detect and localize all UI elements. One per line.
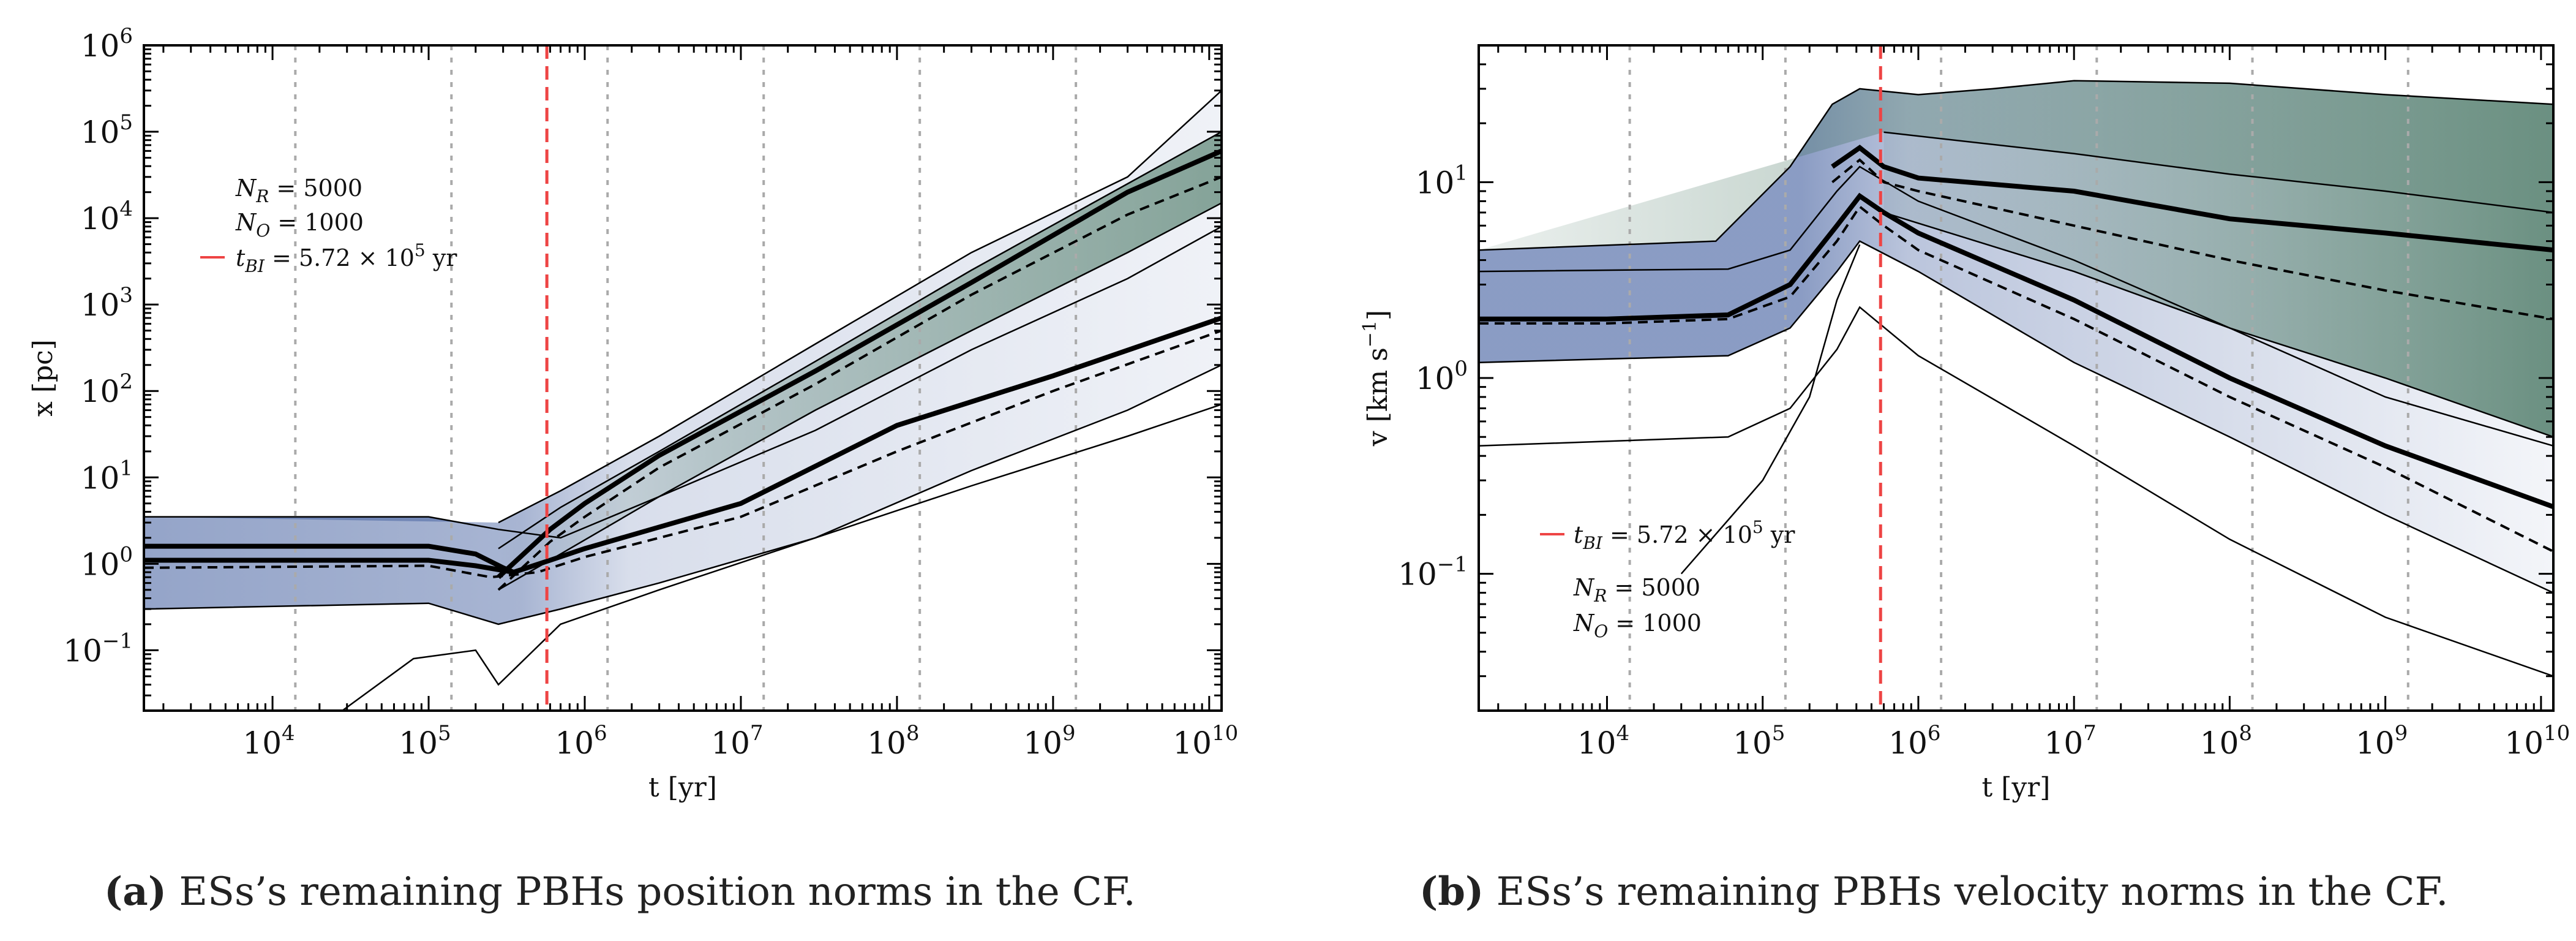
panel-a-y-tick-label-4: 103 xyxy=(81,283,133,323)
panel-a-series-lower-envelope xyxy=(342,403,1222,711)
panel-b-series-blue-median xyxy=(1479,192,2553,509)
panel-b-x-tick-label-6: 1010 xyxy=(2504,721,2570,761)
panel-a-series-green-dashed xyxy=(497,175,1222,591)
panel-a-legend-nr: NR = 5000 xyxy=(235,175,362,206)
panel-a-y-axis: 10−1 100 101 102 103 104 105 106 xyxy=(63,24,1222,712)
panel-a-plot-area xyxy=(144,45,1222,711)
panel-b-x-axis: 104 105 106 107 108 109 1010 xyxy=(1497,45,2570,761)
panel-a-series-blue-upper xyxy=(144,543,515,575)
panel-b-x-tick-label-0: 104 xyxy=(1577,721,1629,761)
panel-b-velocity-norms: 104 105 106 107 108 109 1010 10−1 100 101 t [yr] v … xyxy=(1359,44,2570,803)
panel-a-y-tick-label-5: 104 xyxy=(81,197,133,236)
panel-b-x-tick-label-3: 107 xyxy=(2045,721,2097,761)
panel-a-position-norms: 104 105 106 107 108 109 101010−110010110210310… xyxy=(28,24,1238,803)
panel-a-y-tick-label-3: 102 xyxy=(81,369,133,409)
panel-b-x-tick-label-1: 105 xyxy=(1733,721,1785,761)
panel-b-series-green-q25 xyxy=(1883,211,2553,438)
panel-a-x-tick-label-3: 107 xyxy=(711,721,763,761)
panel-a-x-tick-label-2: 106 xyxy=(555,721,607,761)
panel-a-x-tick-label-1: 105 xyxy=(399,721,451,761)
panel-b-x-axis-label: t [yr] xyxy=(1982,772,2051,803)
panel-b-y-tick-label-0: 10−1 xyxy=(1398,553,1468,592)
panel-b-green-density-band-outer xyxy=(1479,80,2553,251)
panel-b-series-upper-envelope xyxy=(1479,80,2553,251)
panel-b-series-green-q75 xyxy=(1883,131,2553,214)
panel-a-series-green-median xyxy=(497,148,1222,580)
caption-b: (b) ESs’s remaining PBHs velocity norms … xyxy=(1419,869,2448,915)
panel-b-x-tick-label-4: 108 xyxy=(2200,721,2252,761)
panel-b-y-tick-label-2: 101 xyxy=(1416,161,1468,200)
panel-b-green-density-band xyxy=(1883,132,2553,437)
panel-b-legend-tbi: tBI = 5.72 × 105 yr xyxy=(1574,517,1795,553)
panel-a-axes-frame xyxy=(143,44,1223,712)
panel-a-blue-density-band xyxy=(144,226,1222,624)
panel-a-series-green-q75 xyxy=(498,131,1222,550)
panel-a-series-blue-q25 xyxy=(144,364,1222,625)
panel-a-x-tick-label-4: 108 xyxy=(867,721,919,761)
panel-a-green-density-band xyxy=(498,132,1222,590)
panel-a-x-tick-label-0: 104 xyxy=(242,721,295,761)
panel-a-legend-no: NO = 1000 xyxy=(235,209,364,241)
caption-a: (a) ESs’s remaining PBHs position norms … xyxy=(104,869,1136,915)
panel-b-series-lower-envelope xyxy=(1479,306,2553,677)
panel-b-series-rising-tail xyxy=(1680,244,1861,575)
panel-a-y-tick-label-1: 100 xyxy=(81,542,133,582)
panel-a-x-axis-label: t [yr] xyxy=(648,772,717,803)
panel-a-series-green-q25 xyxy=(498,202,1222,591)
panel-a-legend-tbi: tBI = 5.72 × 105 yr xyxy=(236,240,457,276)
panel-b-legend-no: NO = 1000 xyxy=(1573,610,1702,641)
panel-a-series-blue-dashed xyxy=(144,329,1222,579)
panel-a-y-axis-label: x [pc] xyxy=(28,339,59,417)
panel-b-series-blue-q25 xyxy=(1479,240,2553,594)
panel-a-x-axis: 104 105 106 107 108 109 1010 xyxy=(162,45,1238,761)
panel-a-y-tick-label-6: 105 xyxy=(81,110,133,150)
panel-a-series-blue-q75 xyxy=(144,225,1222,539)
panel-a-y-tick-label-7: 106 xyxy=(81,24,133,64)
panel-b-x-tick-label-2: 106 xyxy=(1888,721,1940,761)
panel-b-x-tick-label-5: 109 xyxy=(2356,721,2408,761)
panel-b-y-axis-label: v [km s−1] xyxy=(1359,310,1394,447)
panel-b-series-blue-q75 xyxy=(1479,165,2553,447)
caption-a-text: ESs’s remaining PBHs position norms in t… xyxy=(179,869,1136,915)
panel-b-series-green-dashed xyxy=(1831,158,2553,320)
panel-a-y-tick-label-2: 101 xyxy=(81,456,133,496)
panel-b-legend: tBI = 5.72 × 105 yr NR = 5000 NO = 1000 xyxy=(1540,517,1795,641)
caption-a-label: (a) xyxy=(104,869,167,915)
panel-b-blue-density-band xyxy=(1479,167,2553,593)
panel-b-series-green-median xyxy=(1831,145,2553,253)
panel-b-plot-area xyxy=(1479,45,2553,711)
caption-b-label: (b) xyxy=(1419,869,1484,915)
caption-b-text: ESs’s remaining PBHs velocity norms in t… xyxy=(1496,869,2449,915)
panel-b-y-tick-label-1: 100 xyxy=(1416,357,1468,396)
panel-a-x-tick-label-6: 1010 xyxy=(1173,721,1238,761)
panel-a-x-tick-label-5: 109 xyxy=(1023,721,1075,761)
panel-a-series-upper-envelope xyxy=(498,89,1222,524)
panel-a-y-tick-label-0: 10−1 xyxy=(63,629,133,668)
panel-b-legend-nr: NR = 5000 xyxy=(1573,574,1700,606)
panel-b-y-axis: 10−1 100 101 xyxy=(1398,44,2553,712)
panel-b-series-blue-dashed xyxy=(1479,205,2553,553)
